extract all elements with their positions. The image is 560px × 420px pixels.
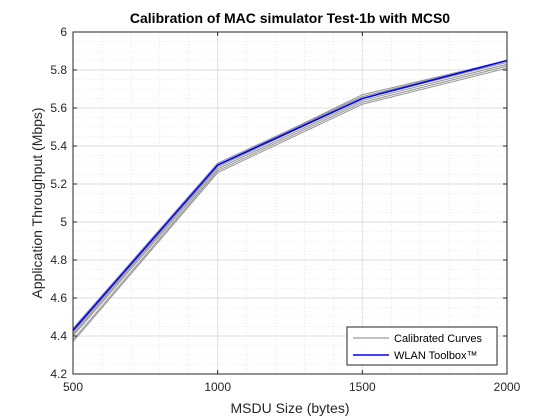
y-tick-label: 5.6 (50, 101, 67, 115)
y-axis-label: Application Throughput (Mbps) (29, 107, 45, 298)
x-tick-labels: 500 1000 1500 2000 (63, 380, 521, 394)
chart-title: Calibration of MAC simulator Test-1b wit… (130, 10, 450, 26)
y-tick-label: 5.4 (50, 139, 67, 153)
legend-label-wlan: WLAN Toolbox™ (394, 350, 478, 362)
y-tick-label: 4.8 (50, 253, 67, 267)
y-tick-label: 4.2 (50, 367, 67, 381)
x-tick-label: 1500 (349, 380, 376, 394)
series-line-calibrated-0 (72, 65, 508, 341)
legend: Calibrated Curves WLAN Toolbox™ (346, 326, 498, 366)
series-line-calibrated-2 (72, 61, 508, 335)
y-tick-label: 4.6 (50, 291, 67, 305)
plot-frame (72, 31, 508, 375)
x-axis-label: MSDU Size (bytes) (230, 400, 349, 416)
y-tick-labels: 4.2 4.4 4.6 4.8 5 5.2 5.4 5.6 5.8 6 (50, 25, 67, 381)
y-tick-label: 6 (60, 25, 67, 39)
y-tick-label: 5.2 (50, 177, 67, 191)
y-tick-label: 5 (60, 215, 67, 229)
y-tick-label: 5.8 (50, 63, 67, 77)
series-line-wlan-toolbox (72, 59, 508, 331)
x-tick-label: 2000 (494, 380, 521, 394)
axis-ticks (72, 31, 508, 375)
series-layer (72, 59, 508, 343)
series-line-calibrated-5 (72, 67, 508, 343)
x-tick-label: 500 (63, 380, 83, 394)
x-tick-label: 1000 (204, 380, 231, 394)
legend-box (346, 326, 498, 366)
series-line-calibrated-1 (72, 63, 508, 337)
legend-label-calibrated: Calibrated Curves (394, 333, 483, 345)
series-line-calibrated-6 (72, 59, 508, 329)
y-tick-label: 4.4 (50, 329, 67, 343)
